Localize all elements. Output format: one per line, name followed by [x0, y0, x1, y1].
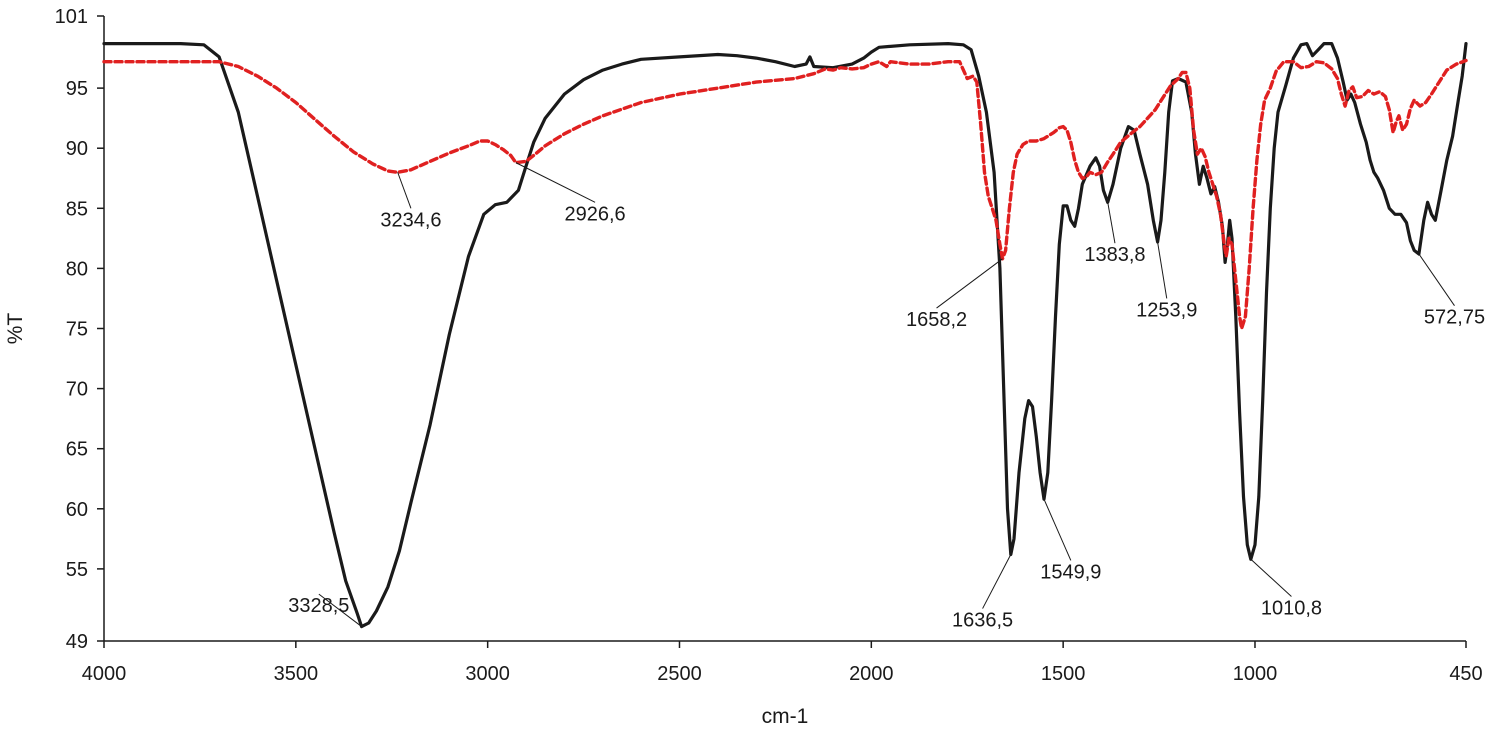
peak-annotations: 3328,5 3234,6 2926,6 1658,2 1383,8 1253,9 572,…: [288, 162, 1485, 632]
y-tick-label: 65: [66, 439, 88, 461]
series-line-dashed: [102, 58, 1468, 331]
x-tick-label: 1500: [1041, 663, 1086, 685]
annotation-label: 1383,8: [1084, 244, 1145, 266]
spectrum-series: [102, 42, 1468, 629]
y-tick-label: 75: [66, 319, 88, 341]
y-tick-label: 60: [66, 499, 88, 521]
y-tick-label: 101: [55, 6, 88, 28]
x-tick-label: 3500: [274, 663, 319, 685]
y-tick-label: 80: [66, 258, 88, 280]
annotation-label: 572,75: [1424, 307, 1485, 329]
y-tick-label: 70: [66, 379, 88, 401]
series-line-solid: [102, 42, 1468, 629]
x-tick-label: 3000: [465, 663, 510, 685]
axes: [103, 16, 1466, 642]
x-axis-title: cm-1: [762, 705, 809, 728]
annotation-leader-line: [936, 258, 1003, 309]
annotation-label: 2926,6: [565, 203, 626, 225]
annotation-label: 1636,5: [952, 610, 1013, 632]
x-tick-label: 2500: [657, 663, 702, 685]
annotation-leader-line: [1157, 241, 1168, 299]
annotation-leader-line: [397, 172, 412, 209]
annotation-leader-line: [982, 554, 1012, 609]
annotation-label: 1658,2: [906, 309, 967, 331]
y-axis-title: %T: [4, 313, 27, 345]
annotation-leader-line: [1107, 202, 1116, 244]
annotation-leader-line: [1250, 558, 1292, 597]
annotation-label: 3328,5: [288, 595, 349, 617]
annotation-leader-line: [1418, 253, 1455, 306]
annotation-label: 3234,6: [380, 209, 441, 231]
annotation-leader-line: [1043, 498, 1072, 561]
annotation-leader-line: [515, 162, 596, 203]
ticks: 49 55 60 65 70 75 80 85 90 95 101 4000 3500 3000 2500 2…: [55, 6, 1483, 685]
x-tick-label: 450: [1449, 663, 1482, 685]
annotation-label: 1253,9: [1136, 299, 1197, 321]
x-tick-label: 1000: [1233, 663, 1278, 685]
annotation-label: 1010,8: [1261, 598, 1322, 620]
y-tick-label: 49: [66, 631, 88, 653]
x-tick-label: 2000: [849, 663, 894, 685]
y-tick-label: 55: [66, 559, 88, 581]
x-tick-label: 4000: [82, 663, 127, 685]
y-tick-label: 90: [66, 138, 88, 160]
annotation-label: 1549,9: [1040, 561, 1101, 583]
y-tick-label: 85: [66, 198, 88, 220]
y-tick-label: 95: [66, 78, 88, 100]
annotation-leader-line: [318, 593, 362, 627]
